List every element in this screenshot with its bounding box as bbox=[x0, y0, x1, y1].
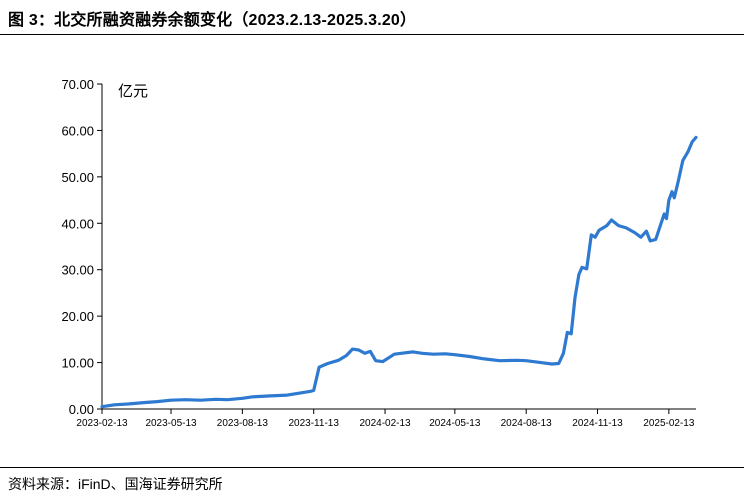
y-tick-label: 70.00 bbox=[61, 77, 94, 92]
source-divider bbox=[0, 467, 744, 468]
series-group bbox=[100, 135, 698, 409]
chart-title: 图 3：北交所融资融券余额变化（2023.2.13-2025.3.20） bbox=[8, 12, 417, 29]
x-tick-label: 2023-05-13 bbox=[145, 418, 197, 429]
x-tick-label: 2025-02-13 bbox=[643, 418, 695, 429]
x-tick-label: 2024-08-13 bbox=[501, 418, 553, 429]
line-chart: 0.0010.0020.0030.0040.0050.0060.0070.00 … bbox=[61, 77, 698, 429]
x-axis: 2023-02-13 2023-05-13 2023-08-13 2023-11-13… bbox=[76, 408, 696, 429]
series-line bbox=[100, 135, 698, 409]
x-tick-label: 2024-05-13 bbox=[429, 418, 481, 429]
y-axis: 0.00 10.00 20.00 30.00 40.00 50.00 60.00 70.00 bbox=[61, 77, 103, 417]
y-tick-label: 30.00 bbox=[61, 263, 94, 278]
y-tick-label: 10.00 bbox=[61, 356, 94, 371]
x-tick-label: 2024-11-13 bbox=[572, 418, 623, 429]
x-tick-label: 2024-02-13 bbox=[359, 418, 411, 429]
y-axis-label: 亿元 bbox=[118, 83, 148, 100]
y-tick-label: 60.00 bbox=[61, 123, 94, 138]
x-tick-label: 2023-11-13 bbox=[288, 418, 339, 429]
x-tick-label: 2023-08-13 bbox=[217, 418, 269, 429]
title-divider bbox=[0, 34, 744, 35]
y-tick-label: 50.00 bbox=[61, 170, 94, 185]
source-note: 资料来源：iFinD、国海证券研究所 bbox=[8, 476, 223, 492]
y-tick-label: 0.00 bbox=[69, 402, 94, 417]
y-tick-label: 20.00 bbox=[61, 309, 94, 324]
x-tick-label: 2023-02-13 bbox=[76, 418, 128, 429]
y-tick-label: 40.00 bbox=[61, 216, 94, 231]
